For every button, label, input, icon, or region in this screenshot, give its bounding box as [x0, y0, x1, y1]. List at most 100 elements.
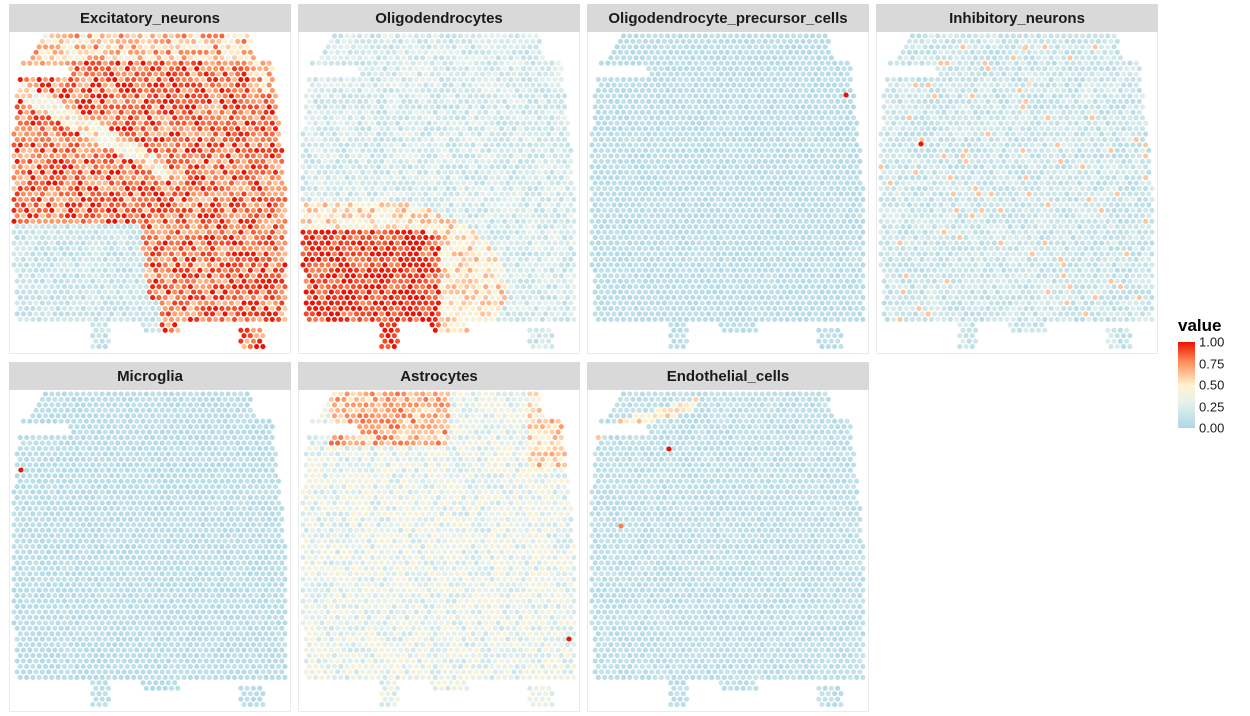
spot [55, 295, 61, 301]
spot [156, 131, 162, 137]
spot [322, 224, 328, 230]
spot [445, 327, 451, 333]
spot [457, 120, 464, 126]
spot [178, 311, 184, 317]
spot [71, 93, 77, 99]
spot [489, 153, 495, 159]
spot [200, 153, 206, 159]
spot [489, 316, 495, 322]
spot [30, 98, 36, 104]
spot [36, 229, 42, 235]
spot [238, 218, 244, 224]
spot [118, 153, 124, 159]
spot [143, 142, 149, 148]
spot [99, 338, 105, 344]
spot [705, 93, 712, 99]
spot [759, 98, 765, 104]
spot [121, 311, 127, 317]
spot [489, 33, 495, 39]
spot [36, 153, 42, 159]
spot [105, 240, 112, 246]
spot [394, 109, 401, 115]
spot [565, 305, 571, 312]
spot [266, 93, 272, 99]
spot [432, 262, 438, 268]
spot [668, 93, 674, 99]
spot [536, 278, 542, 284]
spot [448, 180, 454, 186]
spot [58, 202, 64, 208]
spot [520, 153, 527, 159]
spot [96, 333, 102, 339]
spot [162, 240, 168, 246]
spot [39, 311, 45, 317]
spot [266, 245, 272, 252]
spot [96, 289, 102, 295]
spot [137, 262, 143, 268]
spot [112, 251, 118, 257]
spot [181, 295, 187, 301]
spot [99, 240, 105, 246]
spot [93, 305, 99, 312]
spot [353, 235, 360, 241]
spot [555, 137, 561, 143]
spot [165, 245, 171, 252]
spot [197, 158, 203, 164]
spot [219, 98, 225, 104]
spot [27, 245, 33, 252]
spot [331, 55, 338, 61]
spot [83, 267, 89, 273]
spot [109, 82, 115, 88]
spot [181, 164, 187, 170]
spot [480, 278, 486, 284]
spot [225, 153, 231, 159]
spot [46, 311, 52, 317]
spot [511, 180, 517, 186]
spot [213, 120, 219, 126]
spot [146, 180, 152, 186]
spot [99, 33, 105, 39]
spot [46, 256, 52, 262]
spot [388, 55, 394, 61]
spot [219, 262, 225, 268]
spot [134, 82, 140, 88]
spot [17, 131, 23, 137]
spot [71, 278, 77, 284]
spot [357, 77, 363, 83]
spot [194, 109, 200, 115]
spot [228, 202, 234, 208]
spot [816, 66, 822, 72]
spot [282, 240, 288, 246]
spot [90, 300, 96, 306]
spot [247, 60, 253, 66]
spot [473, 158, 479, 164]
spot [382, 44, 388, 50]
spot [74, 207, 80, 213]
spot [439, 55, 445, 61]
spot [49, 33, 55, 39]
spot [461, 169, 467, 175]
spot [33, 137, 39, 143]
spot [546, 251, 552, 257]
spot [17, 273, 23, 279]
spot [552, 273, 558, 279]
spot [131, 109, 137, 115]
spot [546, 229, 552, 235]
spot [102, 191, 108, 197]
spot [187, 98, 193, 104]
spot [486, 311, 492, 317]
spot [303, 169, 309, 175]
spot [184, 311, 190, 317]
spot [156, 229, 162, 235]
spot [71, 137, 77, 143]
spot [514, 87, 520, 94]
spot [505, 71, 511, 77]
spot [165, 289, 171, 295]
spot [187, 44, 193, 50]
spot [83, 256, 89, 262]
spot [595, 98, 601, 104]
spot [514, 207, 520, 213]
spot [187, 66, 193, 72]
spot [552, 251, 558, 257]
spot [454, 38, 460, 44]
